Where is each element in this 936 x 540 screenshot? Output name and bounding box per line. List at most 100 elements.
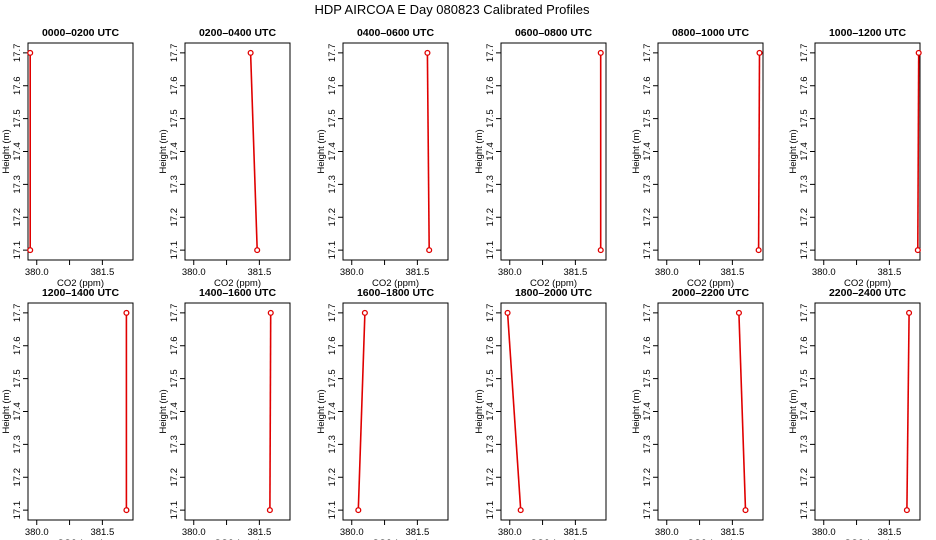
y-tick-label: 17.6: [327, 336, 338, 355]
panel-title: 0800–1000 UTC: [672, 27, 749, 39]
y-tick-label: 17.7: [12, 304, 23, 323]
x-tick-label: 381.5: [877, 527, 901, 538]
y-tick-label: 17.1: [12, 241, 23, 259]
x-tick-label: 381.5: [405, 527, 429, 538]
x-tick-label: 381.5: [247, 527, 271, 538]
y-tick-label: 17.7: [12, 44, 23, 63]
profile-point: [355, 507, 362, 514]
x-axis-label: CO2 (ppm): [372, 278, 419, 289]
plot-frame: [500, 42, 607, 261]
y-axis-label: Height (m): [788, 129, 799, 173]
y-tick-label: 17.4: [169, 142, 180, 161]
plot-frame: [184, 42, 291, 261]
panel-title: 0600–0800 UTC: [515, 27, 592, 39]
profile-point: [424, 49, 431, 56]
y-tick-label: 17.3: [485, 435, 496, 454]
profile-panel: 1600–1800 UTC 17.1 17.2 17.3 17.4 17.5 17.6 17.…: [316, 287, 449, 540]
profile-line: [357, 312, 366, 511]
y-tick-label: 17.5: [799, 369, 810, 388]
profile-point: [504, 309, 511, 316]
y-tick-label: 17.5: [642, 369, 653, 388]
y-tick-label: 17.6: [12, 336, 23, 355]
x-axis-label: CO2 (ppm): [530, 278, 577, 289]
profile-point: [755, 247, 762, 254]
profile-panel: 0400–0600 UTC 17.1 17.2 17.3 17.4 17.5 17.6 17.…: [316, 27, 449, 289]
profile-panel: 2000–2200 UTC 17.1 17.2 17.3 17.4 17.5 17.6 17.…: [631, 287, 764, 540]
profile-panel: 1000–1200 UTC 17.1 17.2 17.3 17.4 17.5 17.6 17.…: [788, 27, 922, 289]
plot-frame: [814, 42, 921, 261]
x-tick-label: 381.5: [563, 527, 587, 538]
x-tick-label: 381.5: [90, 267, 114, 278]
y-axis-label: Height (m): [631, 129, 642, 173]
plot-frame: [814, 302, 921, 521]
x-axis-label: CO2 (ppm): [530, 538, 577, 540]
profile-point: [517, 507, 524, 514]
x-tick-label: 380.0: [25, 527, 49, 538]
profile-point: [915, 49, 922, 56]
y-tick-label: 17.7: [485, 304, 496, 323]
y-tick-label: 17.1: [642, 241, 653, 259]
y-tick-label: 17.3: [799, 435, 810, 454]
plot-frame: [27, 302, 134, 521]
y-tick-label: 17.5: [12, 369, 23, 388]
profile-point: [426, 247, 433, 254]
y-axis-label: Height (m): [158, 129, 169, 173]
profile-point: [266, 507, 273, 514]
y-tick-label: 17.7: [799, 304, 810, 323]
y-tick-label: 17.7: [169, 304, 180, 323]
y-tick-label: 17.5: [799, 109, 810, 128]
y-tick-label: 17.1: [799, 501, 810, 520]
y-tick-label: 17.4: [169, 402, 180, 421]
x-axis-label: CO2 (ppm): [57, 278, 104, 289]
y-tick-label: 17.3: [799, 175, 810, 194]
profile-line: [916, 52, 920, 251]
y-tick-label: 17.2: [169, 208, 180, 227]
x-tick-label: 380.0: [498, 527, 522, 538]
y-tick-label: 17.2: [485, 208, 496, 227]
y-tick-label: 17.6: [799, 76, 810, 95]
x-tick-label: 380.0: [655, 527, 679, 538]
x-tick-label: 381.5: [90, 527, 114, 538]
x-axis-label: CO2 (ppm): [57, 538, 104, 540]
x-tick-label: 380.0: [655, 267, 679, 278]
y-tick-label: 17.1: [12, 501, 23, 520]
y-tick-label: 17.2: [642, 468, 653, 487]
x-tick-label: 381.5: [247, 267, 271, 278]
plot-frame: [657, 302, 764, 521]
profile-point: [597, 49, 604, 56]
profile-line: [906, 312, 910, 511]
profile-panel: 0000–0200 UTC 17.1 17.2 17.3 17.4 17.5 17.6 17.…: [1, 27, 134, 289]
y-tick-label: 17.3: [169, 435, 180, 454]
plot-frame: [184, 302, 291, 521]
profile-line: [738, 312, 747, 511]
y-tick-label: 17.6: [327, 76, 338, 95]
y-tick-label: 17.7: [799, 44, 810, 63]
y-tick-label: 17.4: [12, 402, 23, 421]
profile-point: [597, 247, 604, 254]
profile-panel: 0800–1000 UTC 17.1 17.2 17.3 17.4 17.5 17.6 17.…: [631, 27, 764, 289]
profile-point: [267, 309, 274, 316]
y-tick-label: 17.7: [642, 304, 653, 323]
y-axis-label: Height (m): [631, 389, 642, 433]
y-tick-label: 17.1: [485, 241, 496, 259]
x-axis-label: CO2 (ppm): [372, 538, 419, 540]
y-tick-label: 17.2: [642, 208, 653, 227]
y-tick-label: 17.5: [642, 109, 653, 128]
x-tick-label: 380.0: [498, 267, 522, 278]
x-tick-label: 381.5: [720, 527, 744, 538]
y-tick-label: 17.4: [327, 142, 338, 161]
x-axis-label: CO2 (ppm): [687, 538, 734, 540]
y-tick-label: 17.6: [642, 76, 653, 95]
y-tick-label: 17.4: [642, 142, 653, 161]
panel-title: 0000–0200 UTC: [42, 27, 119, 39]
y-tick-label: 17.4: [12, 142, 23, 161]
plot-frame: [27, 42, 134, 261]
y-tick-label: 17.3: [327, 175, 338, 194]
profile-point: [27, 247, 34, 254]
y-tick-label: 17.4: [642, 402, 653, 421]
profile-panel: 1200–1400 UTC 17.1 17.2 17.3 17.4 17.5 17.6 17.…: [1, 287, 134, 540]
y-tick-label: 17.1: [327, 501, 338, 520]
profile-point: [903, 507, 910, 514]
profile-panel: 0600–0800 UTC 17.1 17.2 17.3 17.4 17.5 17.6 17.…: [474, 27, 607, 289]
